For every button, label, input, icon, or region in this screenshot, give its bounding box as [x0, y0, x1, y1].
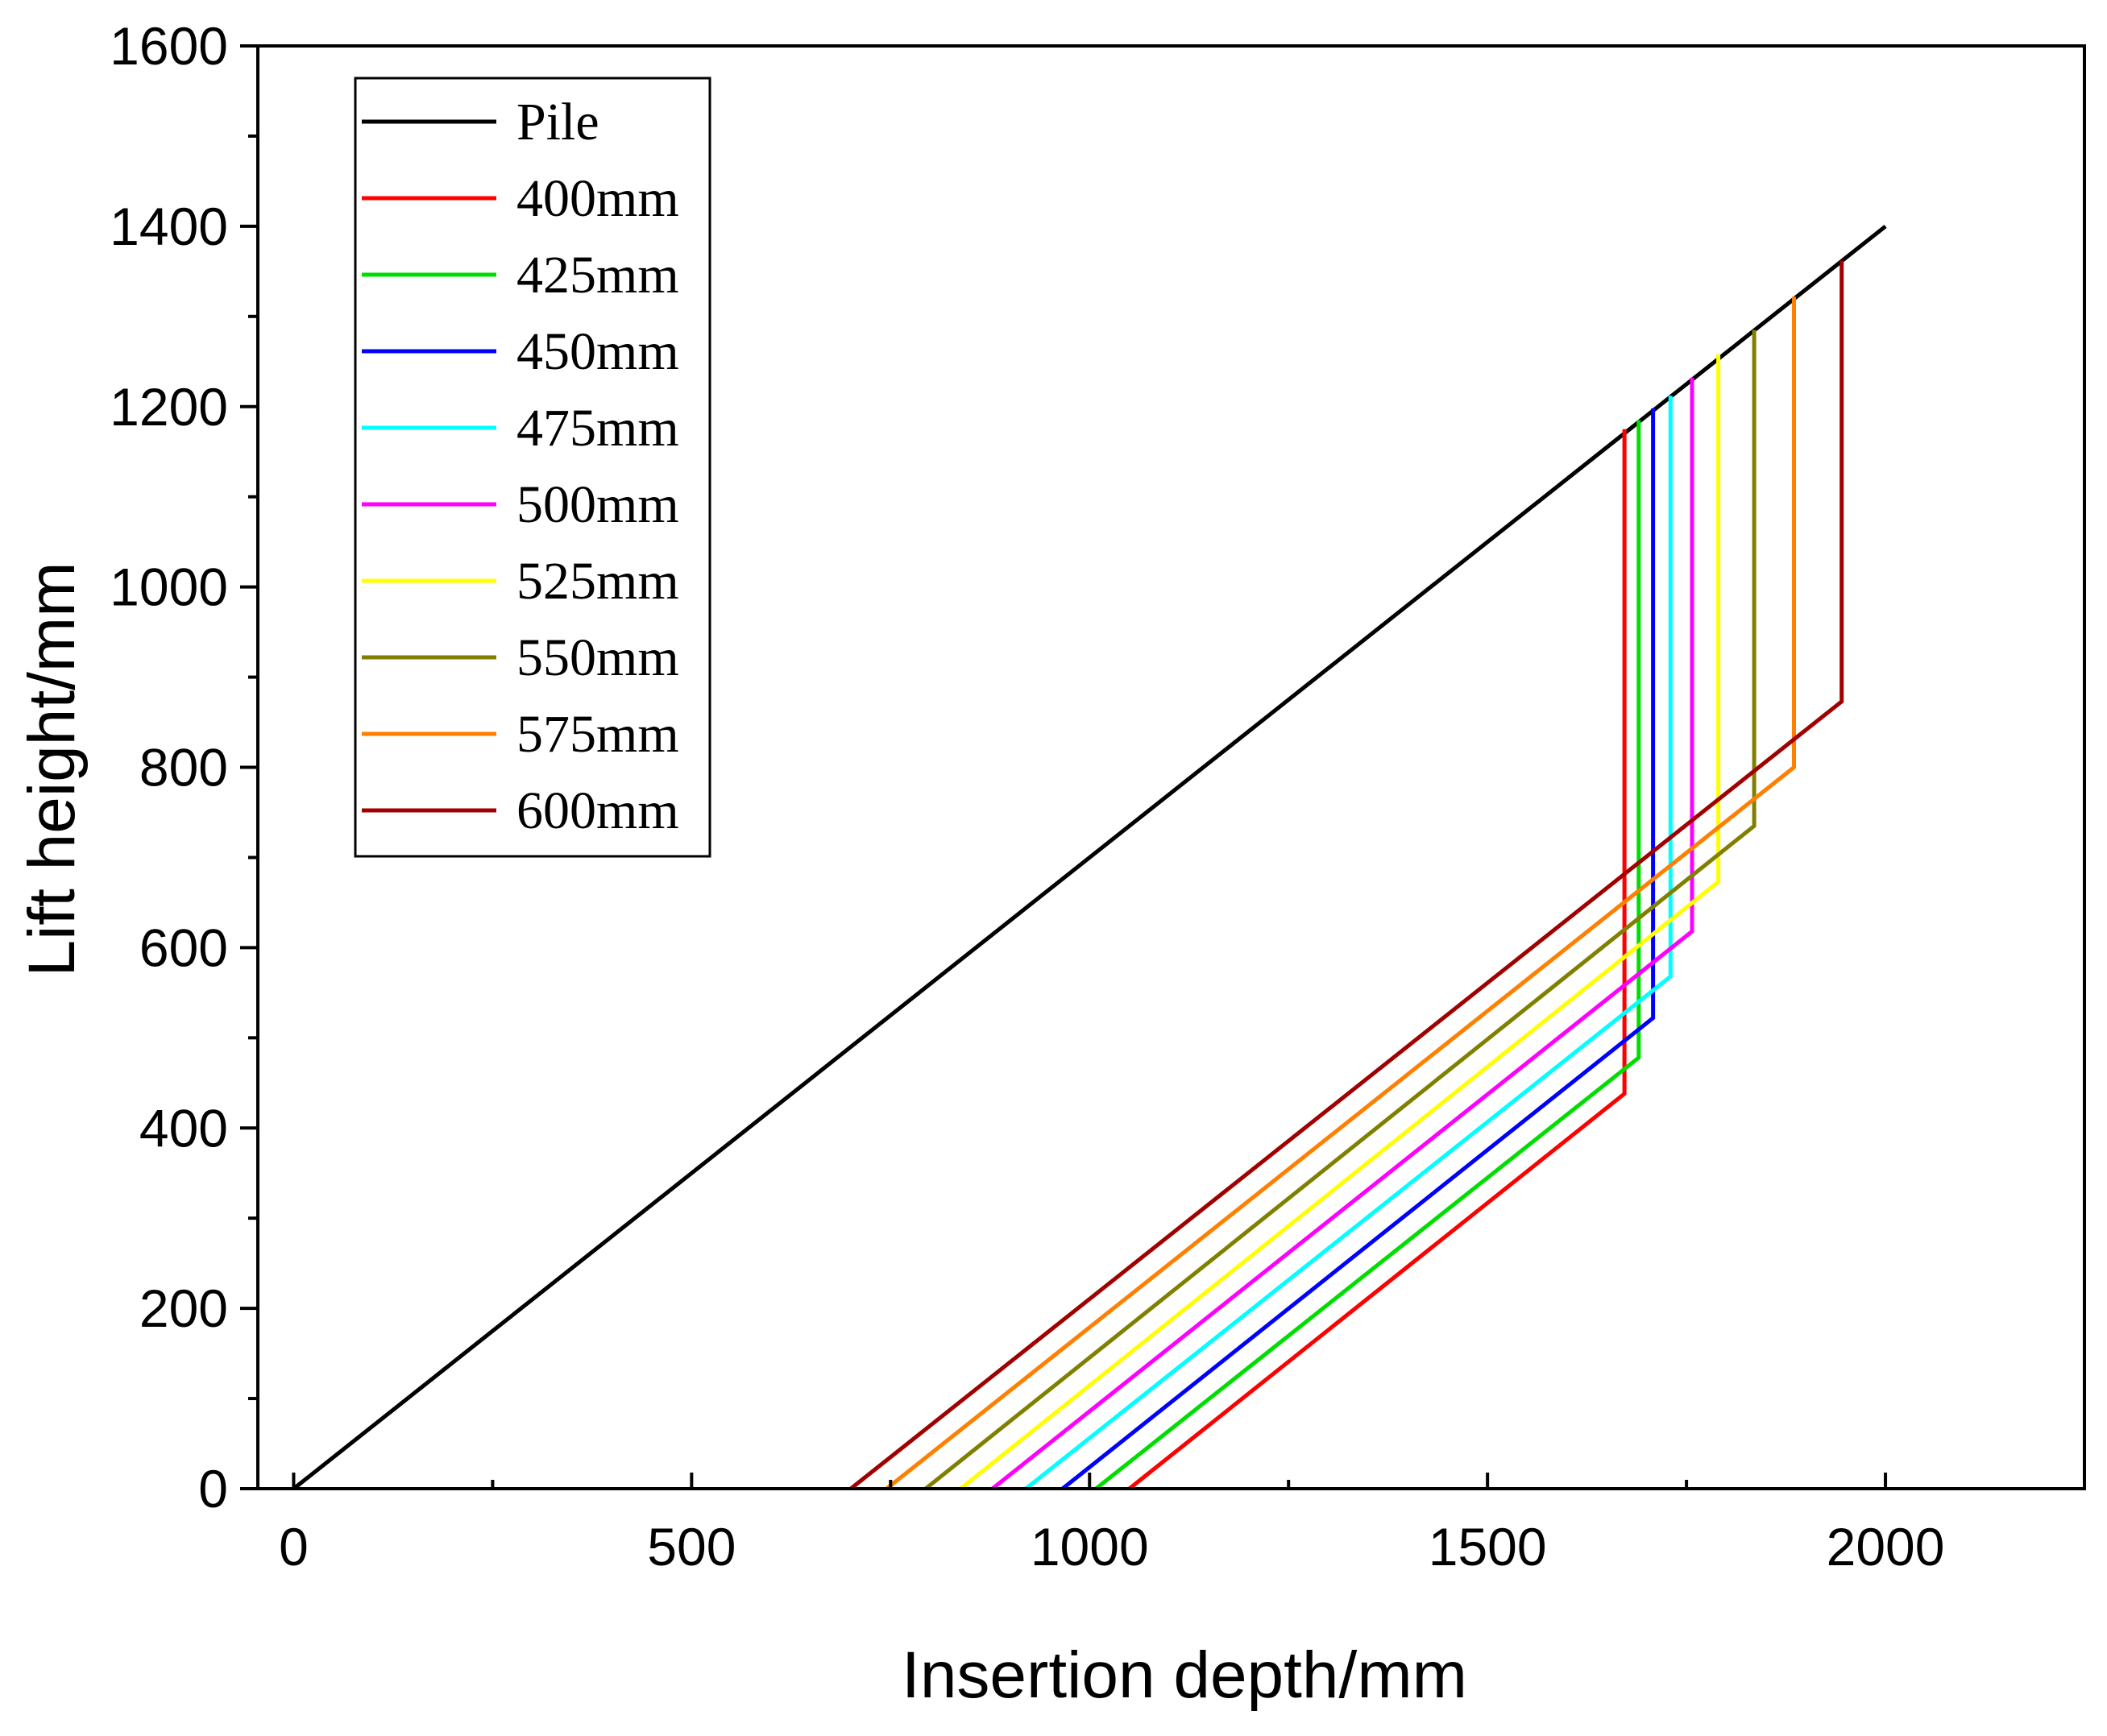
- series-line-575mm: [885, 296, 1796, 1490]
- legend-label-550mm: 550mm: [516, 628, 679, 687]
- y-tick-label: 0: [198, 1459, 228, 1518]
- x-axis-title: Insertion depth/mm: [902, 1639, 1467, 1712]
- legend: Pile 400mm 425mm 450mm 475mm 500mm 525mm 550mm 5…: [354, 77, 711, 858]
- y-tick-label: 400: [139, 1098, 228, 1158]
- legend-label-600mm: 600mm: [516, 781, 679, 840]
- series-line-550mm: [924, 329, 1757, 1490]
- legend-label-575mm: 575mm: [516, 705, 679, 764]
- legend-label-pile: Pile: [516, 93, 599, 151]
- series-group: [292, 224, 1887, 1490]
- legend-label-450mm: 450mm: [516, 322, 679, 381]
- series-line-425mm: [1094, 420, 1641, 1490]
- x-tick-label: 2000: [1827, 1517, 1945, 1576]
- y-tick-label: 1400: [110, 197, 228, 256]
- legend-box: [354, 77, 711, 858]
- axes-group: 0 500 1000 1500 2000 0 200 400 600 800 1000 1200 140…: [110, 16, 2086, 1576]
- y-axis-title: Lift height/mm: [15, 562, 89, 977]
- legend-label-525mm: 525mm: [516, 552, 679, 611]
- x-tick-label: 0: [279, 1517, 309, 1576]
- x-tick-label: 1000: [1031, 1517, 1149, 1576]
- series-line-500mm: [991, 377, 1694, 1490]
- y-tick-label: 600: [139, 918, 228, 977]
- y-tick-label: 800: [139, 738, 228, 798]
- y-tick-label: 200: [139, 1278, 228, 1338]
- y-tick-label: 1200: [110, 377, 228, 437]
- legend-label-425mm: 425mm: [516, 246, 679, 305]
- legend-label-500mm: 500mm: [516, 475, 679, 534]
- x-tick-label: 500: [647, 1517, 736, 1576]
- y-tick-label: 1600: [110, 16, 228, 76]
- series-line-400mm: [1128, 429, 1627, 1490]
- legend-label-400mm: 400mm: [516, 169, 679, 228]
- y-tick-label: 1000: [110, 557, 228, 617]
- series-line-525mm: [959, 354, 1721, 1490]
- series-line-pile: [292, 224, 1887, 1490]
- x-tick-label: 1500: [1429, 1517, 1547, 1576]
- series-line-600mm: [849, 260, 1844, 1490]
- legend-label-475mm: 475mm: [516, 399, 679, 458]
- series-line-450mm: [1061, 408, 1656, 1490]
- series-line-475mm: [1024, 396, 1673, 1490]
